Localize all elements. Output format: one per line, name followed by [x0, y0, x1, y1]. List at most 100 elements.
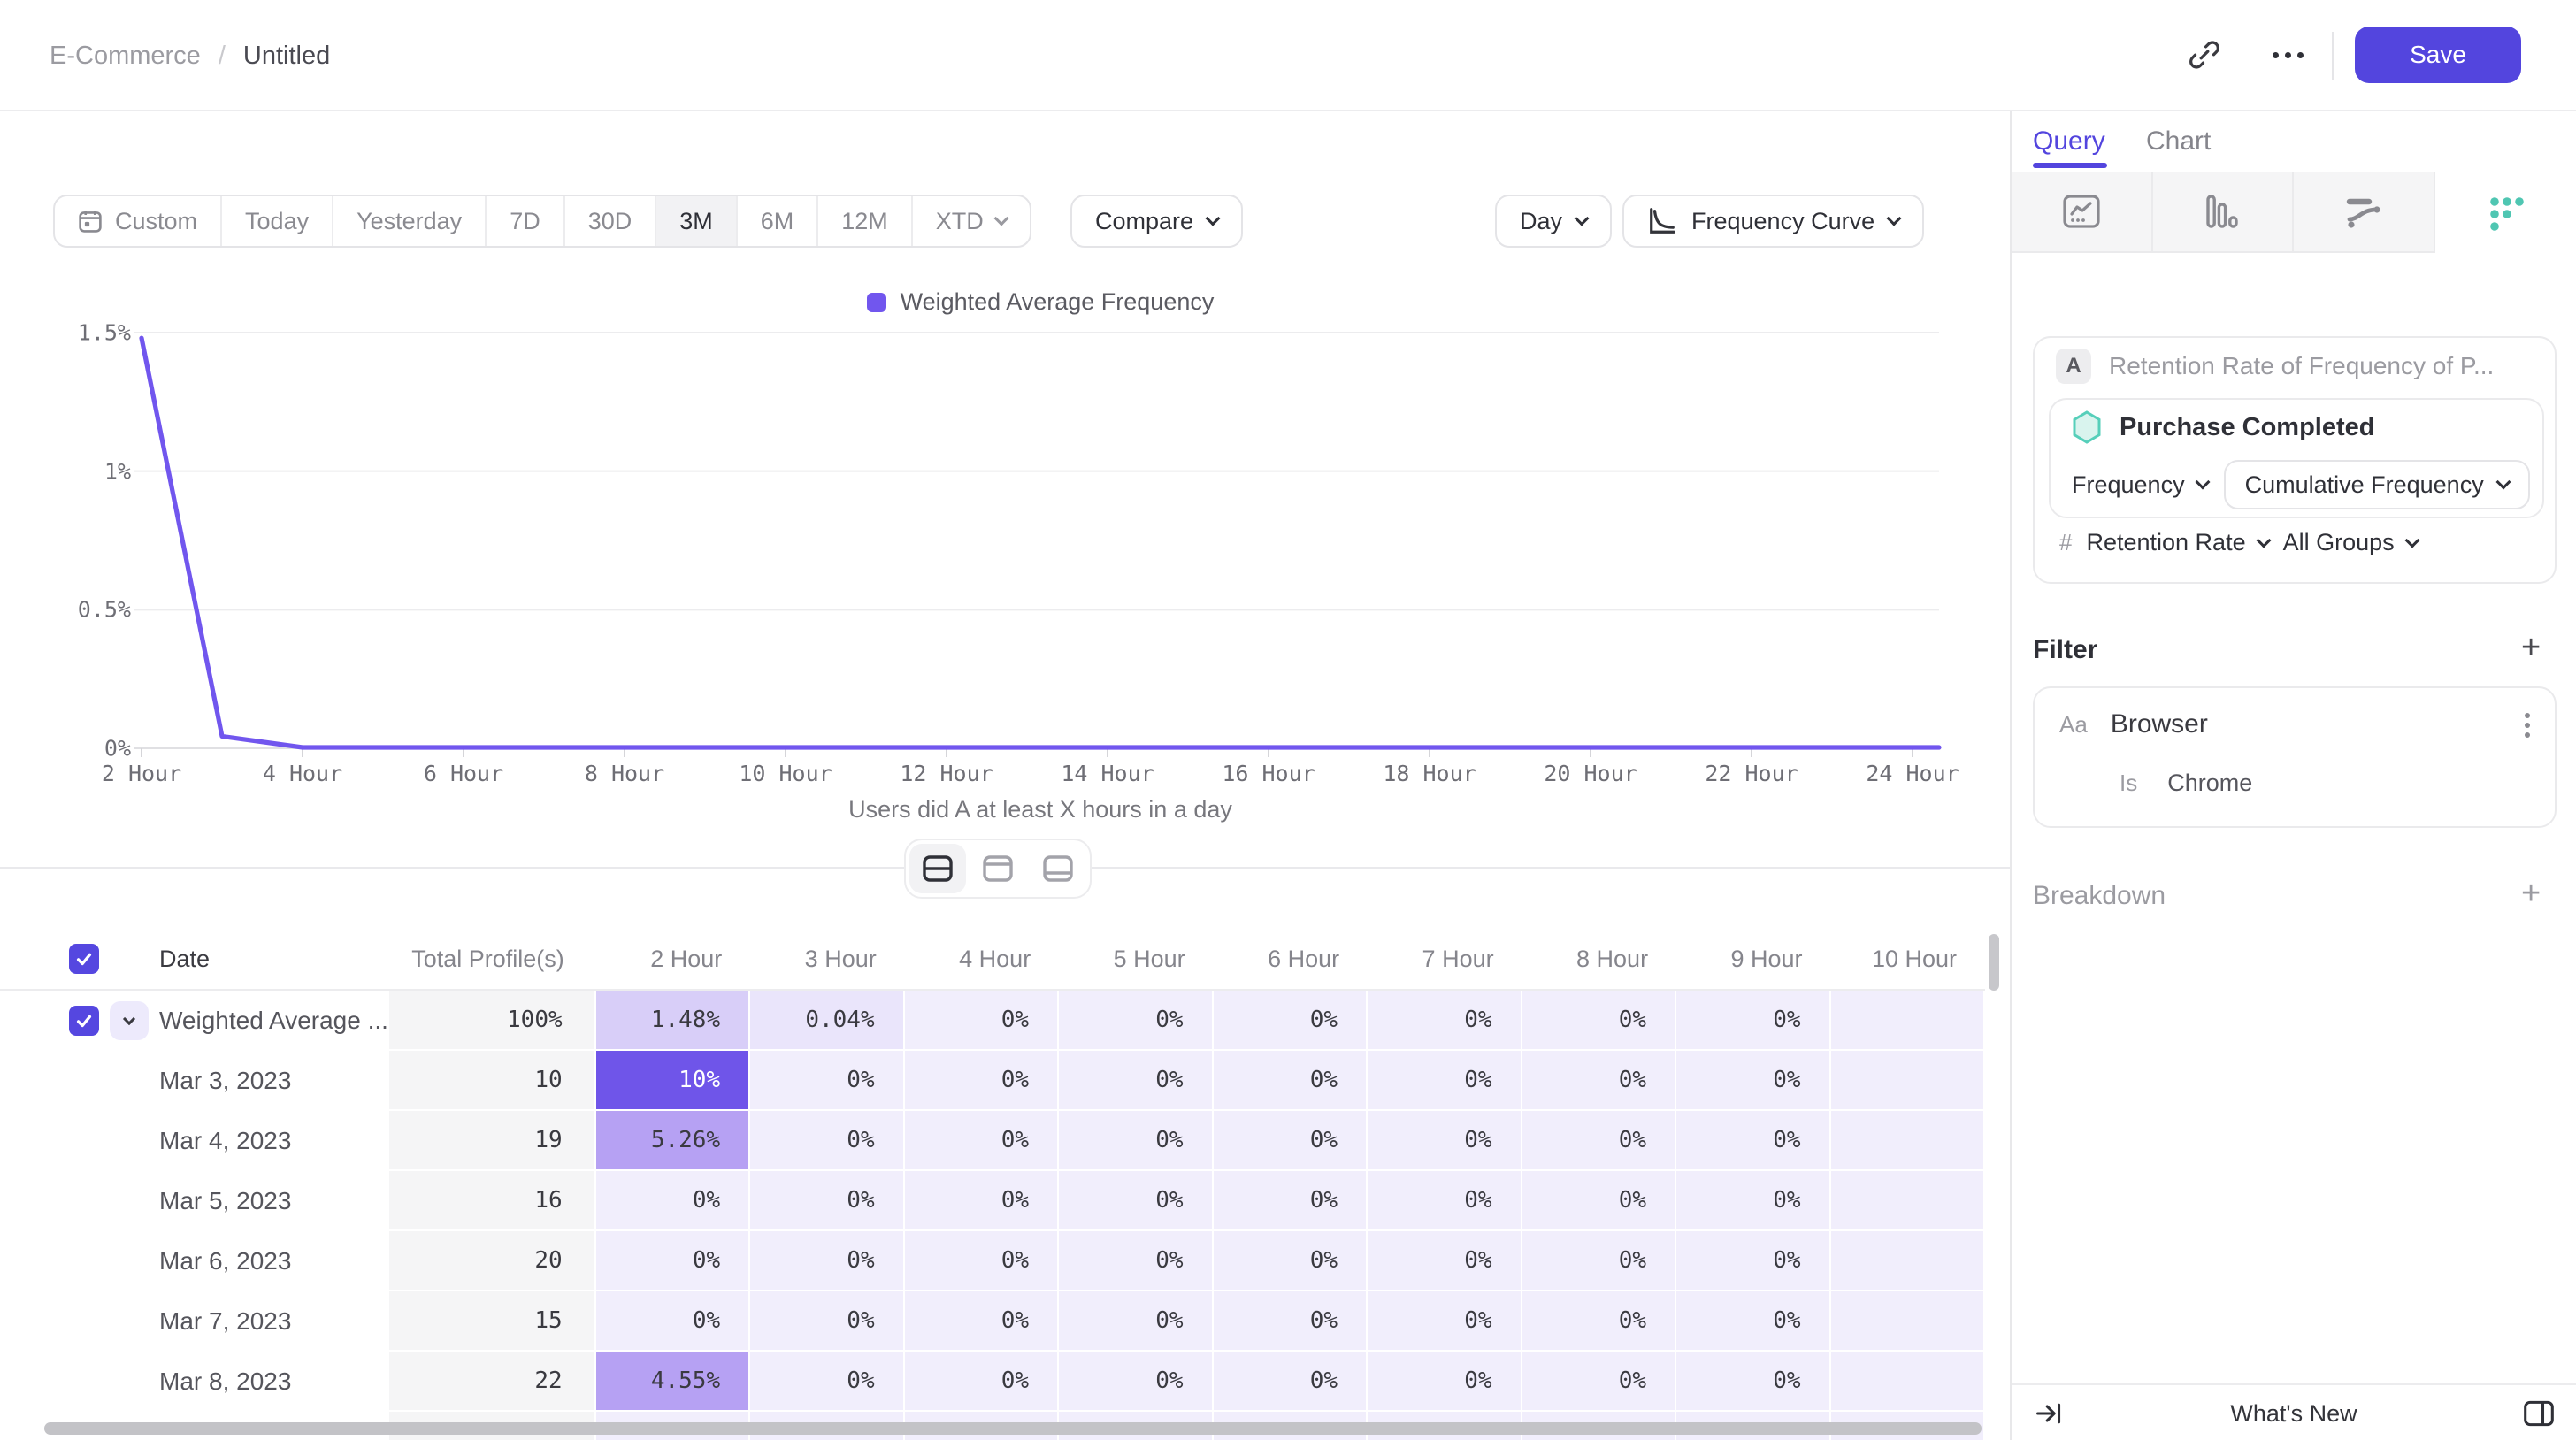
groups-dropdown[interactable]: All Groups — [2283, 529, 2420, 556]
range-6m[interactable]: 6M — [735, 196, 817, 246]
row-label-cell: Mar 4, 2023 — [0, 1111, 390, 1171]
measure-label: Retention Rate — [2086, 529, 2246, 555]
chevron-down-icon — [993, 211, 1009, 226]
row-checkbox[interactable] — [69, 1006, 99, 1036]
collapse-panel-button[interactable] — [2026, 1390, 2072, 1436]
frequency-line-chart — [134, 332, 1942, 757]
table-row[interactable]: Mar 8, 2023 22 4.55% 0% 0% 0% 0% 0% 0% 0% — [0, 1352, 1985, 1412]
panel-layout-icon — [2524, 1400, 2554, 1427]
range-custom[interactable]: Custom — [55, 196, 220, 246]
x-axis-title: Users did A at least X hours in a day — [848, 796, 1232, 823]
whats-new-link[interactable]: What's New — [2230, 1399, 2358, 1427]
frequency-dropdown[interactable]: Frequency — [2072, 471, 2211, 499]
value-cell — [1830, 1291, 1985, 1352]
chevron-down-icon — [2496, 474, 2511, 490]
table-horizontal-scrollbar[interactable] — [44, 1422, 1982, 1435]
row-label-cell: Mar 3, 2023 — [0, 1051, 390, 1111]
table-vertical-scrollbar[interactable] — [1989, 934, 1999, 991]
column-header-hour[interactable]: 10 Hour — [1830, 945, 1985, 973]
column-header-hour[interactable]: 5 Hour — [1059, 945, 1214, 973]
x-tick-label: 10 Hour — [739, 761, 832, 786]
copy-link-button[interactable] — [2180, 30, 2229, 80]
filter-kebab-menu[interactable] — [2525, 713, 2530, 738]
table-row[interactable]: Weighted Average ... 100% 1.48% 0.04% 0% 0% 0%… — [0, 991, 1985, 1051]
expand-row-button[interactable] — [110, 1001, 149, 1040]
table-row[interactable]: Mar 7, 2023 15 0% 0% 0% 0% 0% 0% 0% 0% — [0, 1291, 1985, 1352]
top-panel-icon — [983, 855, 1013, 882]
value-cell: 0% — [904, 1291, 1060, 1352]
breakdown-heading: Breakdown — [2033, 881, 2166, 910]
x-tick-label: 20 Hour — [1544, 761, 1637, 786]
value-cell: 0% — [1059, 1051, 1214, 1111]
value-cell: 0% — [750, 1111, 905, 1171]
report-type-retention-selected[interactable] — [2434, 172, 2576, 253]
sidebar-footer: What's New — [2012, 1383, 2576, 1440]
value-cell: 0% — [1059, 1231, 1214, 1291]
event-name[interactable]: Purchase Completed — [2120, 412, 2375, 441]
value-cell: 0% — [1522, 1291, 1677, 1352]
cumulative-frequency-dropdown[interactable]: Cumulative Frequency — [2223, 460, 2530, 509]
filter-value[interactable]: Chrome — [2167, 770, 2253, 796]
column-header-hour[interactable]: 3 Hour — [750, 945, 905, 973]
range-3m-selected[interactable]: 3M — [655, 196, 736, 246]
frequency-label: Frequency — [2072, 471, 2185, 498]
value-cell: 0% — [904, 991, 1060, 1051]
event-card: Purchase Completed Frequency Cumulative … — [2049, 398, 2544, 518]
breadcrumb-project[interactable]: E-Commerce — [50, 41, 201, 70]
value-cell: 0% — [1213, 1352, 1368, 1412]
series-title[interactable]: Retention Rate of Frequency of P... — [2109, 352, 2495, 379]
range-xtd[interactable]: XTD — [910, 196, 1030, 246]
compare-button[interactable]: Compare — [1070, 195, 1244, 248]
column-header-hour[interactable]: 6 Hour — [1213, 945, 1368, 973]
value-cell: 0% — [1059, 991, 1214, 1051]
value-cell: 0% — [1676, 1291, 1831, 1352]
report-type-funnels[interactable] — [2152, 172, 2294, 253]
series-letter-badge: A — [2056, 349, 2091, 384]
column-header-hour[interactable]: 9 Hour — [1676, 945, 1831, 973]
column-header-date[interactable]: Date — [0, 944, 390, 974]
value-cell: 0% — [904, 1352, 1060, 1412]
breadcrumb-report-title[interactable]: Untitled — [242, 41, 331, 70]
granularity-dropdown[interactable]: Day — [1495, 195, 1613, 248]
chart-type-dropdown[interactable]: Frequency Curve — [1622, 195, 1925, 248]
layout-chart-only-button[interactable] — [970, 844, 1026, 893]
column-header-hour[interactable]: 2 Hour — [595, 945, 751, 973]
range-yesterday[interactable]: Yesterday — [332, 196, 485, 246]
more-options-button[interactable] — [2263, 30, 2312, 80]
range-today[interactable]: Today — [220, 196, 332, 246]
column-header-hour[interactable]: 7 Hour — [1368, 945, 1522, 973]
range-30d[interactable]: 30D — [563, 196, 656, 246]
column-header-total-profiles[interactable]: Total Profile(s) — [389, 945, 596, 973]
range-7d[interactable]: 7D — [485, 196, 564, 246]
table-row[interactable]: Mar 6, 2023 20 0% 0% 0% 0% 0% 0% 0% 0% — [0, 1231, 1985, 1291]
row-label-cell: Mar 7, 2023 — [0, 1291, 390, 1352]
toggle-sidebar-button[interactable] — [2516, 1390, 2562, 1436]
report-type-insights[interactable] — [2012, 172, 2153, 253]
select-all-checkbox[interactable] — [69, 944, 99, 974]
layout-table-only-button[interactable] — [1030, 844, 1086, 893]
add-breakdown-button[interactable]: + — [2521, 875, 2542, 912]
column-header-hour[interactable]: 4 Hour — [904, 945, 1060, 973]
tab-query[interactable]: Query — [2033, 126, 2105, 156]
filter-heading: Filter — [2033, 635, 2098, 664]
table-row[interactable]: Mar 5, 2023 16 0% 0% 0% 0% 0% 0% 0% 0% — [0, 1171, 1985, 1231]
frequency-curve-icon — [1650, 208, 1675, 234]
range-12m[interactable]: 12M — [816, 196, 911, 246]
report-type-flows[interactable] — [2294, 172, 2435, 253]
table-row[interactable]: Mar 4, 2023 19 5.26% 0% 0% 0% 0% 0% 0% 0% — [0, 1111, 1985, 1171]
value-cell: 0% — [1676, 1171, 1831, 1231]
y-tick-label: 0% — [104, 735, 131, 762]
total-profiles-cell: 15 — [389, 1291, 596, 1352]
layout-split-view-button[interactable] — [909, 844, 966, 893]
save-button[interactable]: Save — [2355, 27, 2521, 83]
filter-operator[interactable]: Is — [2120, 770, 2138, 796]
column-header-hour[interactable]: 8 Hour — [1522, 945, 1677, 973]
breadcrumb: E-Commerce / Untitled — [50, 0, 330, 111]
add-filter-button[interactable]: + — [2521, 629, 2542, 666]
table-row[interactable]: Mar 3, 2023 10 10% 0% 0% 0% 0% 0% 0% 0% — [0, 1051, 1985, 1111]
tab-chart[interactable]: Chart — [2146, 126, 2212, 156]
weighted-average-frequency-line[interactable] — [139, 335, 1942, 750]
filter-property[interactable]: Browser — [2110, 709, 2208, 739]
measure-dropdown[interactable]: Retention Rate — [2086, 529, 2272, 556]
